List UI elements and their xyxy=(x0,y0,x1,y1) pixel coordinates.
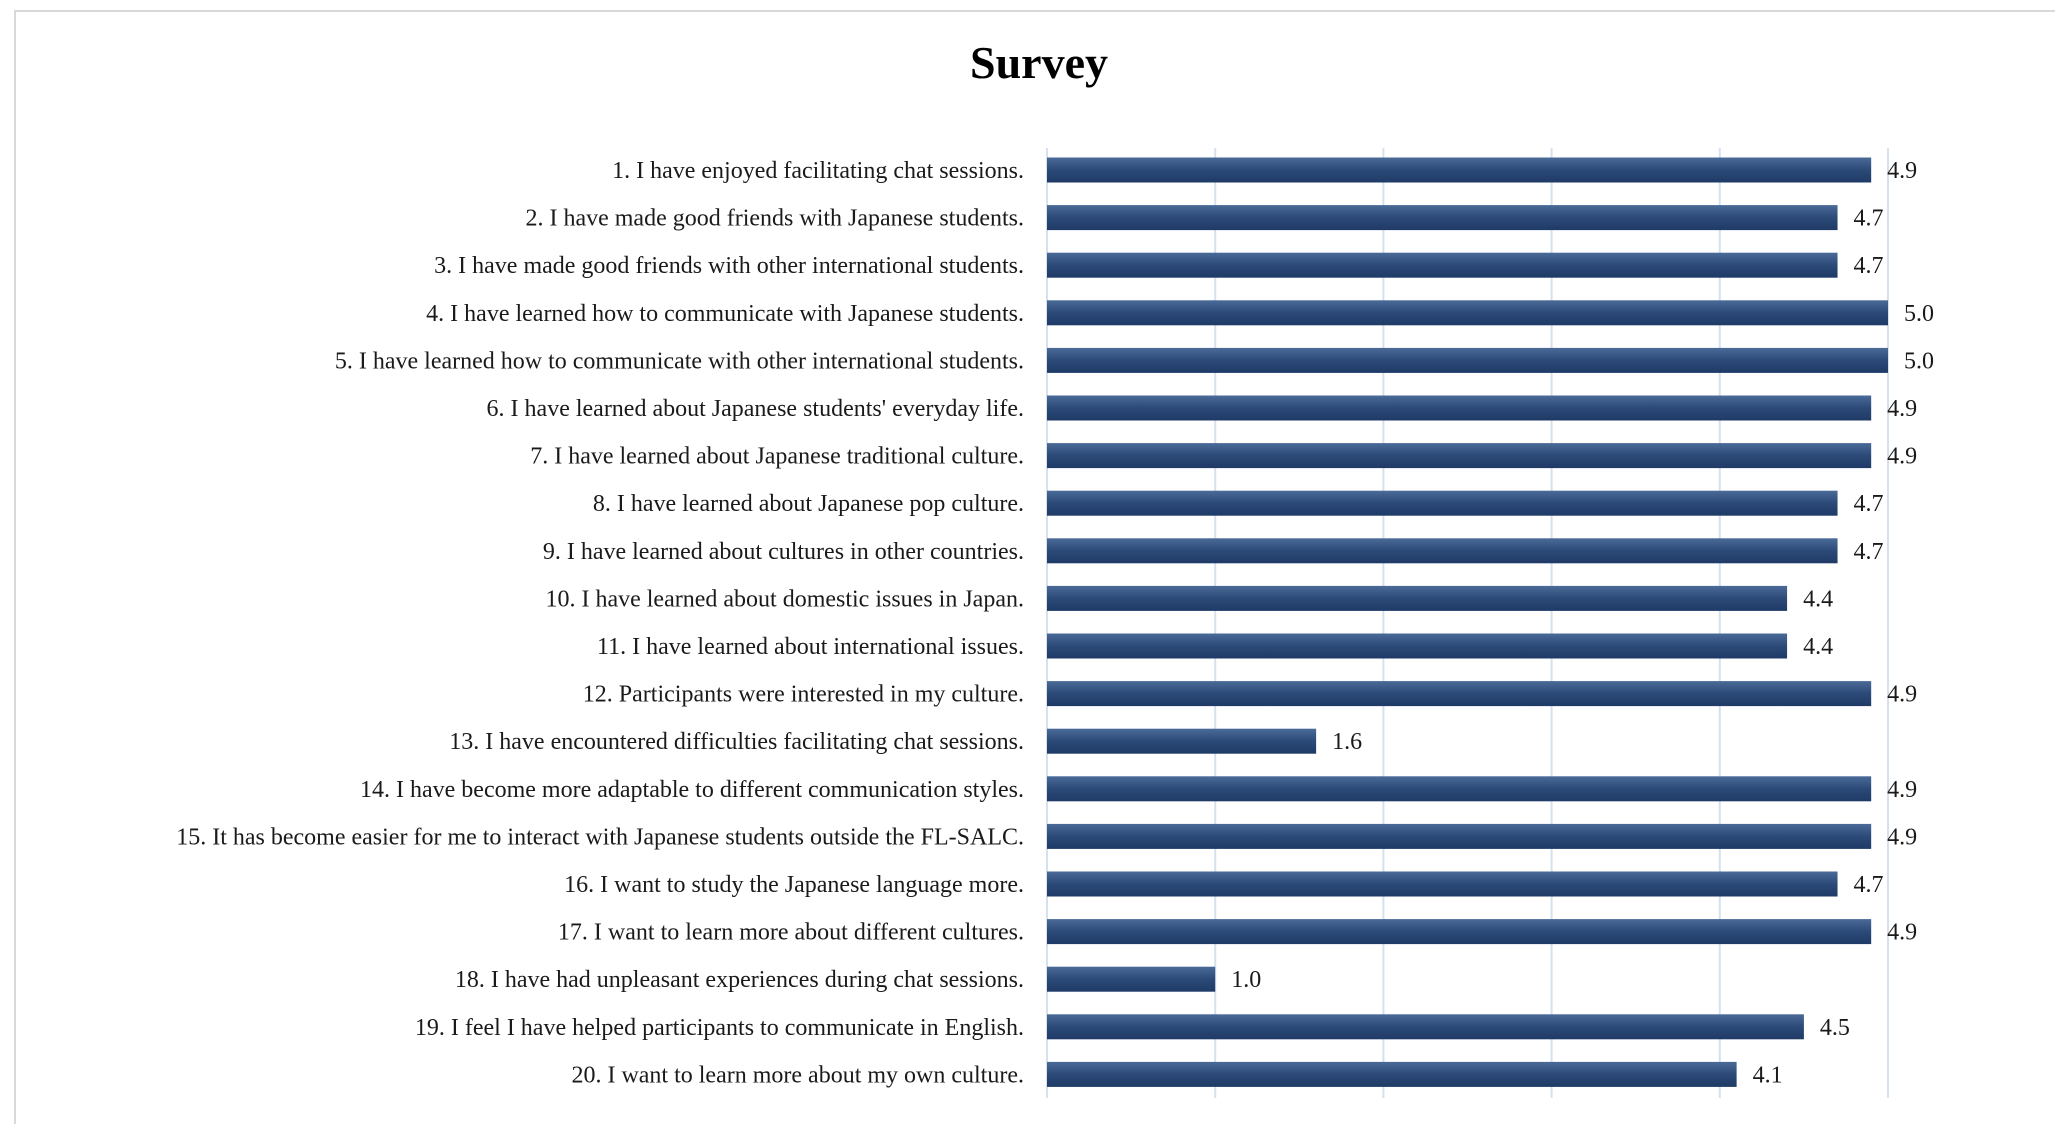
value-label: 5.0 xyxy=(1904,348,1934,374)
bar xyxy=(1047,490,1838,516)
value-label: 4.9 xyxy=(1887,158,1917,184)
bar xyxy=(1047,443,1872,469)
value-label: 4.7 xyxy=(1854,206,1884,232)
bar xyxy=(1047,919,1872,945)
bars xyxy=(1047,157,1888,1087)
category-label: 19. I feel I have helped participants to… xyxy=(415,1015,1024,1041)
bar xyxy=(1047,776,1872,802)
bar xyxy=(1047,300,1888,326)
value-label: 4.9 xyxy=(1887,777,1917,803)
value-label: 5.0 xyxy=(1904,301,1934,327)
bar xyxy=(1047,395,1872,421)
value-label: 4.9 xyxy=(1887,824,1917,850)
bar xyxy=(1047,157,1872,183)
value-label: 4.9 xyxy=(1887,920,1917,946)
bar xyxy=(1047,252,1838,278)
category-label: 17. I want to learn more about different… xyxy=(558,920,1024,946)
value-label: 4.4 xyxy=(1803,586,1833,612)
value-label: 4.7 xyxy=(1854,491,1884,517)
category-label: 14. I have become more adaptable to diff… xyxy=(360,777,1024,803)
bar xyxy=(1047,681,1872,707)
category-label: 6. I have learned about Japanese student… xyxy=(487,396,1024,422)
category-label: 5. I have learned how to communicate wit… xyxy=(335,348,1024,374)
bar xyxy=(1047,1014,1804,1040)
category-label: 11. I have learned about international i… xyxy=(597,634,1024,660)
category-label: 18. I have had unpleasant experiences du… xyxy=(455,967,1024,993)
bar xyxy=(1047,538,1838,564)
category-label: 16. I want to study the Japanese languag… xyxy=(564,872,1024,898)
value-label: 4.9 xyxy=(1887,444,1917,470)
value-label: 4.4 xyxy=(1803,634,1833,660)
value-label: 4.5 xyxy=(1820,1015,1850,1041)
bar xyxy=(1047,205,1838,231)
value-labels: 4.94.74.75.05.04.94.94.74.74.44.44.91.64… xyxy=(1231,158,1934,1088)
category-label: 13. I have encountered difficulties faci… xyxy=(449,729,1024,755)
value-label: 4.9 xyxy=(1887,682,1917,708)
value-label: 1.0 xyxy=(1231,967,1261,993)
category-label: 20. I want to learn more about my own cu… xyxy=(571,1062,1024,1088)
category-label: 9. I have learned about cultures in othe… xyxy=(543,539,1024,565)
bar xyxy=(1047,823,1872,849)
category-label: 3. I have made good friends with other i… xyxy=(434,253,1024,279)
bar xyxy=(1047,1061,1737,1087)
category-label: 15. It has become easier for me to inter… xyxy=(176,824,1024,850)
bar xyxy=(1047,728,1317,754)
bar xyxy=(1047,347,1888,373)
bar xyxy=(1047,585,1788,611)
bar xyxy=(1047,871,1838,897)
bar xyxy=(1047,966,1216,992)
category-labels: 1. I have enjoyed facilitating chat sess… xyxy=(176,158,1024,1088)
category-label: 2. I have made good friends with Japanes… xyxy=(525,206,1024,232)
value-label: 4.9 xyxy=(1887,396,1917,422)
category-label: 1. I have enjoyed facilitating chat sess… xyxy=(612,158,1024,184)
value-label: 4.7 xyxy=(1854,872,1884,898)
value-label: 1.6 xyxy=(1332,729,1362,755)
category-label: 8. I have learned about Japanese pop cul… xyxy=(593,491,1024,517)
value-label: 4.7 xyxy=(1854,253,1884,279)
category-label: 12. Participants were interested in my c… xyxy=(583,682,1024,708)
chart-title: Survey xyxy=(970,37,1108,88)
category-label: 10. I have learned about domestic issues… xyxy=(545,586,1024,612)
category-label: 4. I have learned how to communicate wit… xyxy=(426,301,1024,327)
gridlines xyxy=(1046,148,1889,1098)
bar xyxy=(1047,633,1788,659)
value-label: 4.1 xyxy=(1753,1062,1783,1088)
value-label: 4.7 xyxy=(1854,539,1884,565)
category-label: 7. I have learned about Japanese traditi… xyxy=(530,444,1024,470)
